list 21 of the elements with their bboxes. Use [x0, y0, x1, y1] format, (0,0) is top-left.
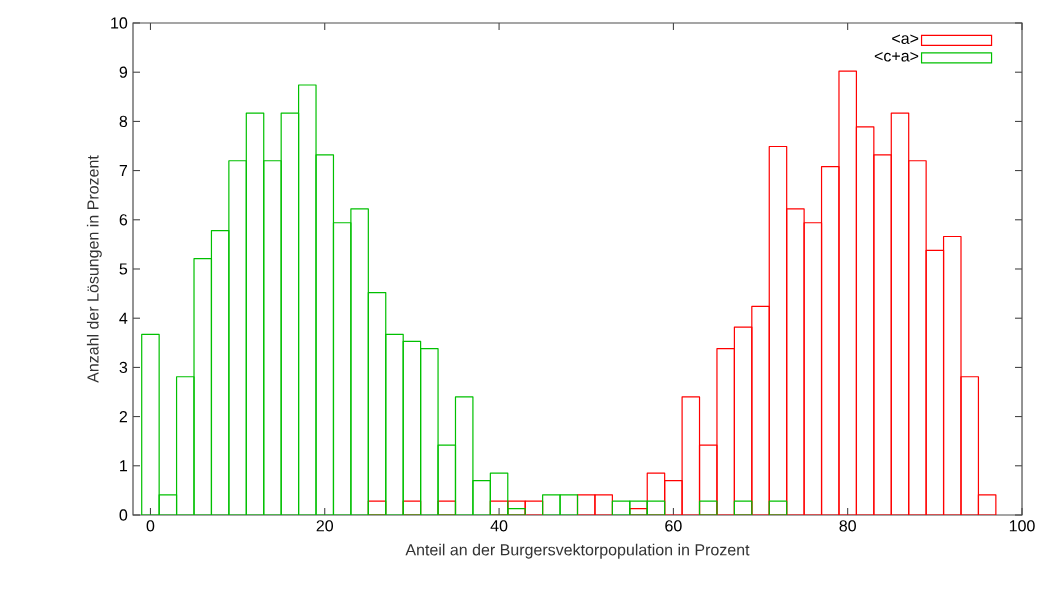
y-tick-label: 4: [119, 312, 128, 324]
x-axis-title: Anteil an der Burgersvektorpopulation in Prozent: [405, 543, 750, 559]
x-tick-label: 0: [146, 520, 155, 532]
x-tick-label: 100: [1009, 520, 1035, 532]
y-tick-label: 3: [119, 361, 128, 374]
y-tick-label: 1: [120, 460, 128, 472]
y-tick-label: 5: [119, 263, 128, 275]
y-tick-label: 0: [119, 509, 128, 521]
x-tick-label: 20: [316, 520, 334, 532]
x-tick-label: 80: [839, 520, 856, 532]
y-tick-label: 9: [119, 66, 128, 78]
x-tick-label: 60: [665, 520, 682, 532]
legend-label: <a>: [892, 34, 919, 45]
y-axis-title: Anzahl der Lösungen in Prozent: [86, 155, 102, 383]
y-tick-label: 10: [111, 17, 128, 29]
y-tick-label: 8: [119, 115, 128, 128]
y-tick-label: 2: [119, 411, 127, 423]
legend-label: <c+a>: [874, 52, 919, 62]
x-tick-label: 40: [490, 520, 508, 532]
y-tick-label: 7: [119, 165, 127, 177]
y-tick-label: 6: [119, 214, 128, 226]
